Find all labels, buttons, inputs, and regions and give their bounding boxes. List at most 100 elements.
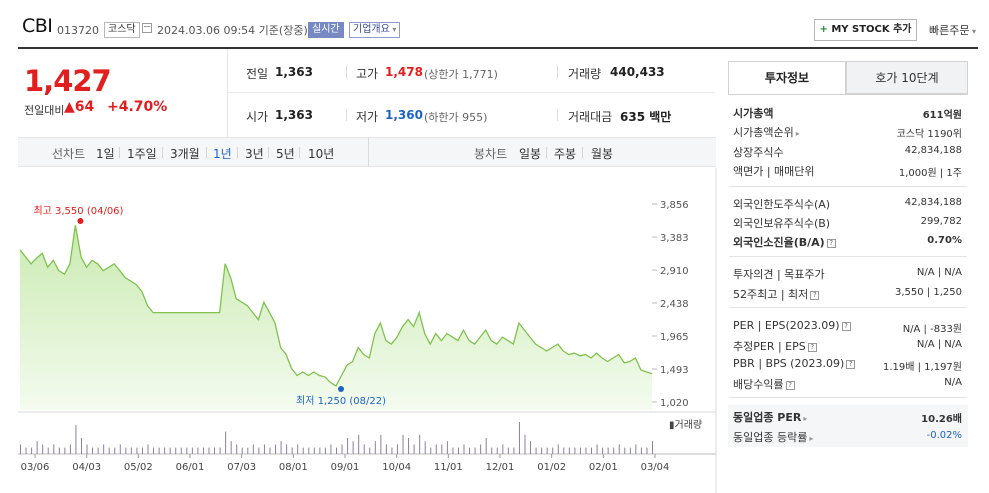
volume-bar xyxy=(469,447,471,454)
volume-bar xyxy=(652,441,653,454)
info-value: N/A | N/A xyxy=(916,339,962,350)
info-label-text: 시가총액순위 xyxy=(733,126,794,139)
volume-bar xyxy=(629,447,631,454)
volume-bar xyxy=(624,447,626,454)
volume-bar xyxy=(153,447,155,454)
help-icon[interactable]: ? xyxy=(785,380,795,390)
info-label-text: PER | EPS(2023.09) xyxy=(733,319,840,332)
info-label[interactable]: 외국인소진율(B/A)? xyxy=(733,234,836,250)
info-label[interactable]: PER | EPS(2023.09)? xyxy=(733,319,851,332)
plus-icon: + xyxy=(819,24,828,35)
add-my-stock-button[interactable]: + MY STOCK 추가 xyxy=(814,19,917,41)
candle-tab-daily[interactable]: 일봉 xyxy=(519,147,542,161)
info-value: -0.02% xyxy=(926,430,962,441)
help-icon[interactable]: ? xyxy=(807,342,817,352)
info-value: 1,000원 | 1주 xyxy=(898,168,962,179)
volume-bar xyxy=(374,441,376,454)
low-value: 1,360 xyxy=(385,108,423,122)
volume-bar xyxy=(64,447,66,454)
volume-bar xyxy=(413,444,415,454)
realtime-badge[interactable]: 실시간 xyxy=(308,22,344,38)
help-icon[interactable]: ? xyxy=(826,238,836,248)
amount-label: 거래대금 xyxy=(568,110,613,124)
period-tab-5y[interactable]: 5년 xyxy=(276,147,295,161)
volume-bar xyxy=(452,447,454,454)
y-tick-label: 2,438 xyxy=(660,299,689,310)
candle-tab-weekly[interactable]: 주봉 xyxy=(554,147,577,161)
high-label: 고가 xyxy=(356,67,379,81)
volume-bar xyxy=(591,447,593,454)
info-label[interactable]: 동일업종 등락률 ▸ xyxy=(733,429,813,445)
divider xyxy=(299,147,300,158)
info-label[interactable]: 추정PER | EPS? xyxy=(733,338,817,354)
x-tick-label: 06/01 xyxy=(176,462,205,473)
volume-bar xyxy=(125,447,127,454)
volume-bar xyxy=(352,441,354,454)
help-icon[interactable]: ? xyxy=(810,290,820,300)
info-label[interactable]: 시가총액순위 ▸ xyxy=(733,124,800,140)
tab-underline xyxy=(728,94,968,95)
tab-order-book[interactable]: 호가 10단계 xyxy=(846,61,968,94)
divider xyxy=(346,109,347,121)
volume-bar xyxy=(47,447,49,454)
volume-bar xyxy=(568,447,570,454)
period-tab-3m[interactable]: 3개월 xyxy=(170,147,200,161)
volume-bar xyxy=(319,447,321,454)
candle-tab-monthly[interactable]: 월봉 xyxy=(591,147,614,161)
current-price: 1,427 xyxy=(24,64,112,98)
volume-bar xyxy=(457,447,459,454)
volume-bar xyxy=(186,447,188,454)
help-icon[interactable]: ? xyxy=(841,321,851,331)
volume-bar xyxy=(175,447,177,454)
info-label[interactable]: 배당수익률? xyxy=(733,376,795,392)
volume-bar xyxy=(552,447,554,454)
tab-invest-info[interactable]: 투자정보 xyxy=(728,61,846,94)
up-triangle-icon: ▲ xyxy=(64,99,75,115)
divider xyxy=(346,66,347,78)
upper-limit: (상한가 1,771) xyxy=(424,68,498,81)
lower-limit: (하한가 955) xyxy=(424,111,488,124)
volume-bar xyxy=(336,447,337,454)
open-value: 1,363 xyxy=(275,108,313,122)
volume-bar xyxy=(114,447,116,454)
section-divider xyxy=(729,397,967,398)
info-label: 외국인보유주식수(B) xyxy=(733,215,830,231)
volume-bar xyxy=(97,447,99,454)
info-label[interactable]: 52주최고 | 최저? xyxy=(733,286,820,302)
volume-bar xyxy=(324,447,326,454)
period-tab-1d[interactable]: 1일 xyxy=(96,147,115,161)
help-icon[interactable]: ? xyxy=(846,359,856,369)
volume-bar xyxy=(546,447,548,454)
info-value: 42,834,188 xyxy=(904,197,962,208)
info-label[interactable]: PBR | BPS (2023.09)? xyxy=(733,357,856,370)
volume-bar xyxy=(579,447,581,454)
info-value: 299,782 xyxy=(920,216,962,227)
period-tab-1y[interactable]: 1년 xyxy=(213,147,232,161)
info-label-text: 상장주식수 xyxy=(733,146,784,159)
quick-order-button[interactable]: 빠른주문 ▾ xyxy=(929,22,976,38)
divider xyxy=(557,109,558,121)
section-divider xyxy=(729,256,967,257)
info-label-text: 시가총액 xyxy=(733,107,774,120)
volume-bar xyxy=(396,444,398,454)
info-label[interactable]: 동일업종 PER ▸ xyxy=(733,409,807,425)
info-label: 액면가 | 매매단위 xyxy=(733,163,815,179)
info-label-text: 투자의견 | 목표주가 xyxy=(733,268,825,281)
x-tick-label: 03/04 xyxy=(641,462,670,473)
period-tab-3y[interactable]: 3년 xyxy=(245,147,264,161)
volume-bar xyxy=(385,444,387,454)
company-overview-dropdown[interactable]: 기업개요 ▾ xyxy=(349,22,401,38)
period-tab-1w[interactable]: 1주일 xyxy=(127,147,157,161)
info-label-text: 외국인소진율(B/A) xyxy=(733,236,825,249)
info-label: 시가총액 xyxy=(733,105,773,121)
volume-bar xyxy=(419,434,421,454)
volume-bar xyxy=(430,447,432,454)
period-tab-10y[interactable]: 10년 xyxy=(308,147,335,161)
volume-bar xyxy=(164,447,166,454)
divider xyxy=(119,147,120,158)
volume-bar xyxy=(119,444,121,454)
volume-bar xyxy=(225,431,227,454)
info-label-text: 외국인한도주식수(A) xyxy=(733,198,831,211)
volume-bar xyxy=(258,447,260,454)
